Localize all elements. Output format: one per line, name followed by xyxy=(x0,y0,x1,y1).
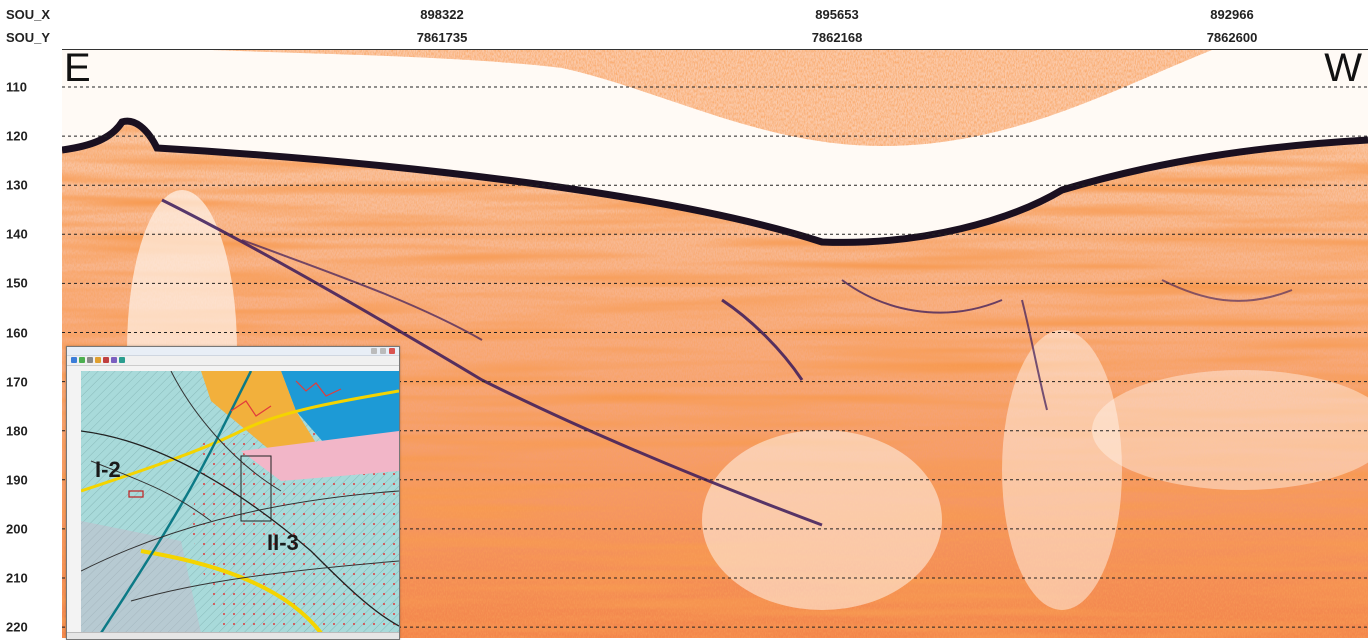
sou-x-label: SOU_X xyxy=(6,7,51,22)
depth-tick-label: 110 xyxy=(6,79,27,95)
header: SOU_X SOU_Y 898322 7861735 895653 786216… xyxy=(0,0,1371,50)
layers-icon[interactable] xyxy=(111,357,117,363)
inset-map-window[interactable]: I-2 II-3 xyxy=(66,346,400,640)
depth-tick-label: 220 xyxy=(6,619,28,635)
depth-tick-label: 200 xyxy=(6,521,28,537)
depth-tick-label: 140 xyxy=(6,226,28,242)
pan-tool-icon[interactable] xyxy=(71,357,77,363)
geologic-map[interactable] xyxy=(81,371,399,633)
depth-tick-label: 150 xyxy=(6,275,28,291)
minimize-icon[interactable] xyxy=(371,348,377,354)
depth-tick-label: 210 xyxy=(6,570,28,586)
direction-east-label: E xyxy=(64,50,91,90)
depth-axis: 110 120 130 140 150 160 170 180 190 200 210 220 xyxy=(0,50,62,638)
depth-tick-label: 160 xyxy=(6,325,28,340)
select-tool-icon[interactable] xyxy=(95,357,101,363)
station-1-y: 7861735 xyxy=(416,30,468,45)
direction-west-label: W xyxy=(1324,50,1362,90)
depth-tick-label: 180 xyxy=(6,423,28,439)
station-2-y: 7862168 xyxy=(811,30,863,45)
zone-label-i-2: I-2 xyxy=(95,457,121,482)
header-divider xyxy=(62,49,1368,50)
maximize-icon[interactable] xyxy=(380,348,386,354)
inset-statusbar xyxy=(67,632,399,639)
depth-tick-label: 130 xyxy=(6,177,28,193)
station-3-x: 892966 xyxy=(1210,7,1254,22)
station-3-y: 7862600 xyxy=(1206,30,1258,45)
inset-window-titlebar[interactable] xyxy=(67,347,399,356)
zoom-out-icon[interactable] xyxy=(87,357,93,363)
zone-label-ii-3: II-3 xyxy=(267,530,299,555)
sou-y-label: SOU_Y xyxy=(6,30,51,45)
station-2-x: 895653 xyxy=(815,7,859,22)
identify-icon[interactable] xyxy=(119,357,125,363)
zoom-in-icon[interactable] xyxy=(79,357,85,363)
depth-tick-label: 170 xyxy=(6,374,28,390)
depth-tick-label: 120 xyxy=(6,128,28,144)
close-icon[interactable] xyxy=(389,348,395,354)
station-1-x: 898322 xyxy=(420,7,464,22)
inset-toolbar xyxy=(67,356,399,366)
measure-tool-icon[interactable] xyxy=(103,357,109,363)
depth-tick-label: 190 xyxy=(6,472,28,488)
